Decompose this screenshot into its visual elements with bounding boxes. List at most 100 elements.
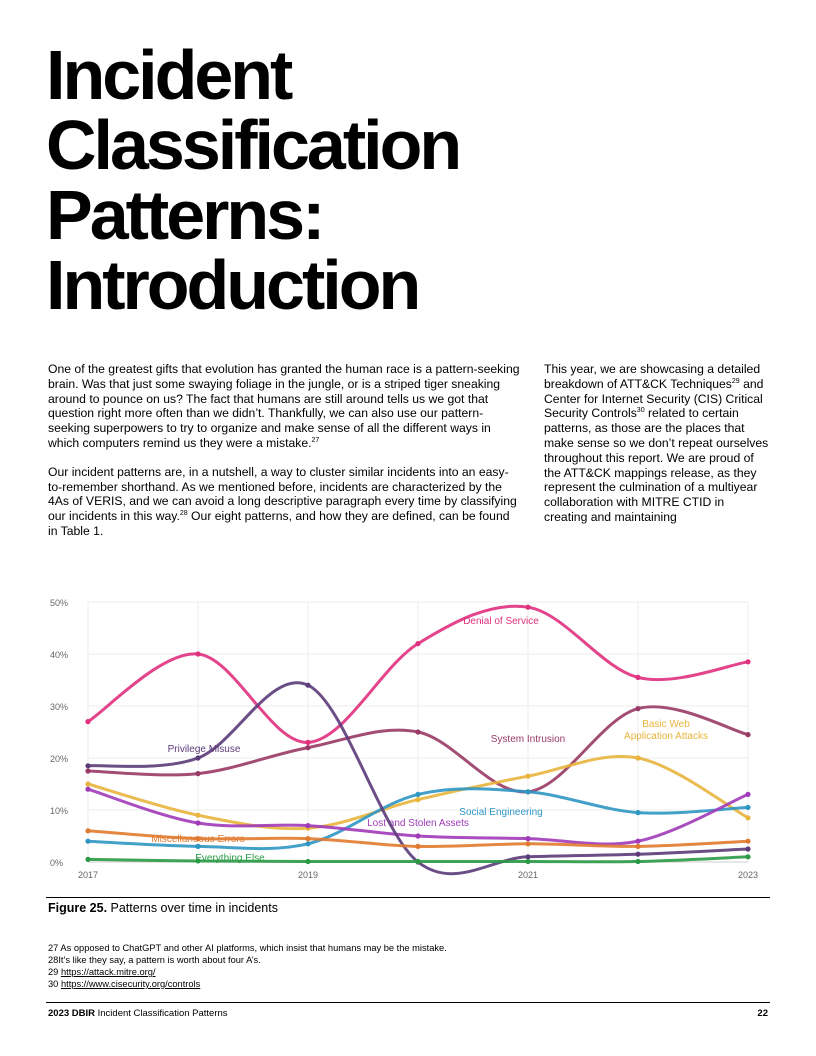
data-point [195, 820, 201, 826]
data-point [85, 828, 91, 834]
page-number: 22 [757, 1008, 768, 1019]
data-point [85, 763, 91, 769]
data-point [745, 804, 751, 810]
y-tick-label: 30% [50, 702, 68, 712]
footer-rule [46, 1002, 770, 1003]
body-left-column: One of the greatest gifts that evolution… [48, 362, 520, 553]
data-point [305, 739, 311, 745]
data-point [415, 833, 421, 839]
data-point [745, 791, 751, 797]
data-point [525, 789, 531, 795]
data-point [195, 812, 201, 818]
data-point [415, 641, 421, 647]
title-line: Patterns: [46, 176, 325, 254]
data-point [635, 843, 641, 849]
paragraph-2: Our incident patterns are, in a nutshell… [48, 464, 517, 538]
data-point [85, 838, 91, 844]
figure-caption: Figure 25. Patterns over time in inciden… [48, 901, 278, 915]
data-point [85, 786, 91, 792]
data-point [745, 846, 751, 852]
y-tick-label: 40% [50, 650, 68, 660]
footnote: 30 https://www.cisecurity.org/controls [48, 979, 201, 989]
title-line: Introduction [46, 246, 421, 324]
footnote-link[interactable]: https://attack.mitre.org/ [60, 967, 156, 977]
data-point [415, 858, 421, 865]
series-label: Basic Web Application Attacks [624, 719, 708, 742]
y-tick-label: 0% [50, 858, 63, 868]
footnote: 29 https://attack.mitre.org/ [48, 967, 156, 977]
footnote-ref[interactable]: 27 [311, 436, 320, 444]
data-point [85, 781, 91, 787]
data-point [85, 768, 91, 774]
data-point [415, 843, 421, 849]
data-point [635, 810, 641, 816]
data-point [305, 823, 311, 829]
data-point [635, 706, 641, 712]
data-point [195, 836, 201, 842]
page-title: Incident Classification Patterns: Introd… [46, 40, 606, 320]
data-point [525, 836, 531, 842]
data-point [305, 682, 311, 688]
x-tick-label: 2017 [78, 870, 98, 880]
footnote: 27 As opposed to ChatGPT and other AI pl… [48, 943, 447, 953]
figure-label: Figure 25. [48, 901, 108, 915]
body-right-column: This year, we are showcasing a detailed … [544, 362, 770, 525]
data-point [745, 659, 751, 665]
data-point [85, 719, 91, 725]
x-tick-label: 2019 [298, 870, 318, 880]
data-point [525, 604, 531, 610]
footnote-ref[interactable]: 29 [731, 377, 740, 385]
footer-report-title: 2023 DBIR Incident Classification Patter… [48, 1008, 228, 1019]
y-tick-label: 50% [50, 598, 68, 608]
series-label: System Intrusion [491, 734, 565, 745]
footnote-ref[interactable]: 28 [179, 510, 188, 518]
data-point [195, 771, 201, 777]
data-point [305, 745, 311, 751]
y-tick-label: 10% [50, 806, 68, 816]
footnotes: 27 As opposed to ChatGPT and other AI pl… [48, 942, 447, 990]
data-point [195, 755, 201, 761]
series-label: Everything Else [195, 853, 265, 864]
data-point [415, 791, 421, 797]
footnote-link[interactable]: https://www.cisecurity.org/controls [60, 979, 201, 989]
data-point [305, 858, 311, 865]
series-label: Privilege Misuse [168, 744, 241, 755]
data-point [195, 858, 201, 864]
data-point [635, 838, 641, 844]
figure-caption-text: Patterns over time in incidents [107, 901, 278, 915]
data-point [635, 858, 641, 865]
paragraph-3: This year, we are showcasing a detailed … [544, 362, 769, 524]
data-point [525, 841, 531, 847]
x-tick-label: 2023 [738, 870, 758, 880]
series-label: Social Engineering [459, 807, 542, 818]
paragraph-1: One of the greatest gifts that evolution… [48, 362, 520, 450]
caption-rule [46, 897, 770, 898]
series-label: Miscellaneous Errors [151, 834, 244, 845]
data-point [525, 858, 531, 865]
footnote: 28It’s like they say, a pattern is worth… [48, 955, 261, 965]
data-point [525, 773, 531, 779]
data-point [195, 843, 201, 849]
patterns-line-chart: 0% 10% 20% 30% 40% 50% 2017 2019 2021 2023 Denial … [50, 598, 758, 880]
data-point [415, 729, 421, 735]
data-point [745, 854, 751, 860]
data-point [305, 836, 311, 842]
data-point [635, 851, 641, 857]
data-point [195, 651, 201, 657]
data-point [305, 841, 311, 847]
x-tick-label: 2021 [518, 870, 538, 880]
data-point [745, 815, 751, 821]
data-point [745, 732, 751, 738]
data-point [85, 856, 91, 862]
y-tick-label: 20% [50, 754, 68, 764]
footnote-ref[interactable]: 30 [636, 407, 645, 415]
data-point [635, 755, 641, 761]
data-point [525, 854, 531, 860]
data-point [415, 797, 421, 803]
series-label: Denial of Service [463, 616, 539, 627]
data-point [745, 838, 751, 844]
title-line: Classification [46, 106, 462, 184]
title-line: Incident [46, 36, 293, 114]
series-label: Lost and Stolen Assets [367, 818, 469, 829]
data-point [635, 674, 641, 680]
